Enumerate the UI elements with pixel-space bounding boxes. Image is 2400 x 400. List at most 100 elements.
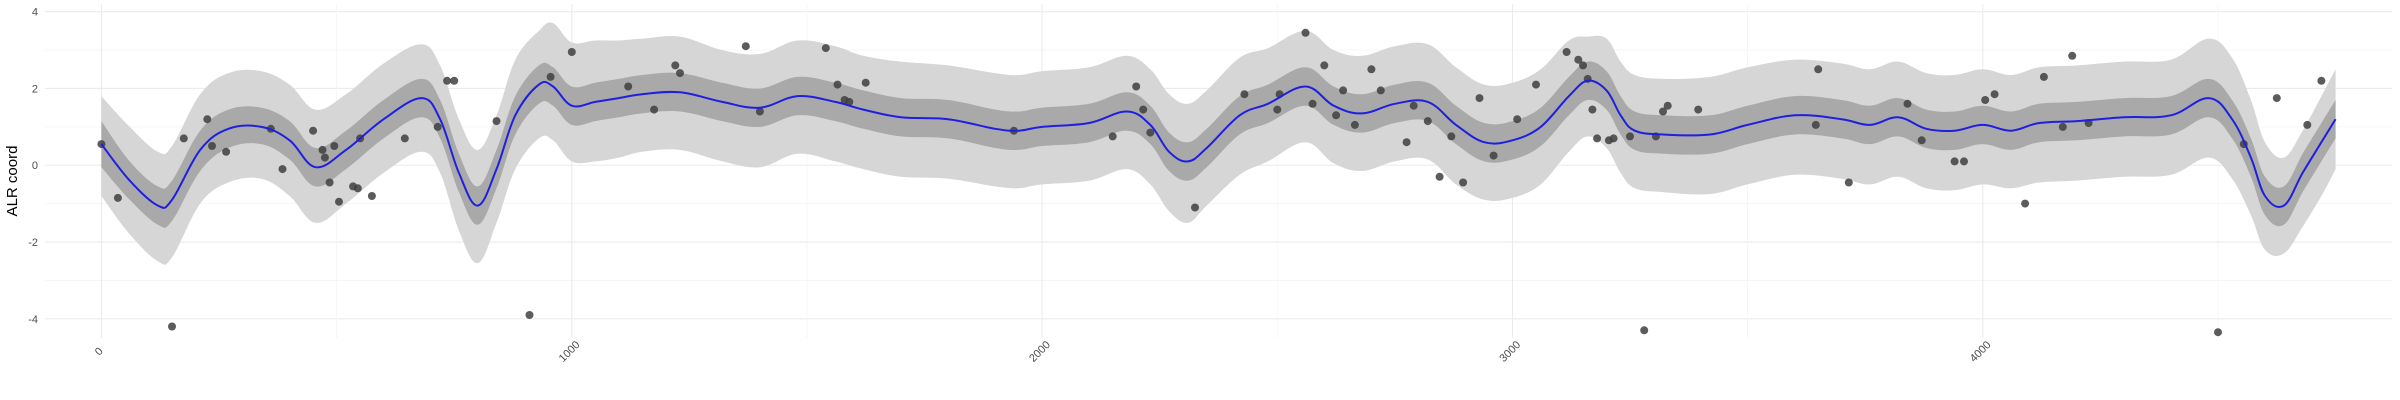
data-point	[450, 76, 459, 85]
data-point	[1139, 105, 1148, 114]
data-point	[1981, 96, 1990, 104]
data-point	[168, 322, 176, 331]
observation-points	[97, 28, 2326, 337]
data-point	[353, 184, 362, 193]
data-point	[2214, 328, 2222, 337]
data-point	[1513, 115, 1522, 124]
data-point	[2021, 199, 2030, 208]
data-point	[2303, 120, 2312, 129]
data-point	[525, 311, 534, 319]
data-point	[1917, 136, 1926, 145]
x-tick-label: 3000	[1497, 339, 1523, 365]
data-point	[1350, 120, 1359, 129]
data-point	[325, 178, 334, 187]
data-point	[1475, 94, 1484, 103]
x-tick-label: 0	[93, 345, 106, 358]
data-point	[1273, 105, 1282, 114]
data-point	[546, 72, 555, 81]
data-point	[113, 193, 122, 202]
data-point	[1489, 151, 1498, 160]
data-point	[1626, 132, 1634, 141]
data-point	[1402, 138, 1411, 147]
data-point	[821, 44, 830, 53]
data-point	[208, 142, 216, 150]
data-point	[1811, 120, 1820, 129]
data-point	[320, 153, 329, 162]
data-point	[2058, 122, 2067, 131]
data-point	[2317, 76, 2326, 85]
data-point	[1694, 105, 1703, 114]
data-point	[1108, 132, 1117, 141]
data-point	[443, 76, 452, 85]
data-point	[1240, 90, 1249, 99]
x-tick-label: 4000	[1968, 339, 1994, 365]
data-point	[1609, 134, 1618, 143]
data-point	[861, 78, 870, 87]
data-point	[1574, 55, 1583, 64]
data-point	[1308, 99, 1317, 108]
data-point	[309, 126, 318, 135]
data-point	[845, 97, 854, 106]
data-point	[1532, 80, 1540, 89]
data-point	[676, 69, 684, 78]
data-point	[278, 165, 287, 174]
data-point	[1663, 101, 1672, 110]
data-point	[1588, 105, 1597, 114]
inner-uncertainty-band	[101, 61, 2336, 228]
data-point	[1659, 107, 1667, 116]
data-point	[492, 117, 501, 126]
data-point	[335, 197, 343, 206]
data-point	[1339, 86, 1348, 95]
data-point	[318, 145, 327, 154]
data-point	[1579, 61, 1587, 70]
data-point	[833, 80, 842, 89]
data-point	[1146, 128, 1155, 137]
data-point	[567, 48, 576, 56]
x-tick-label: 2000	[1027, 339, 1053, 365]
data-point	[179, 134, 188, 143]
data-point	[1593, 134, 1602, 143]
y-tick-label: 4	[32, 7, 38, 19]
data-point	[1903, 99, 1912, 108]
data-point	[222, 147, 231, 156]
data-point	[433, 122, 442, 131]
y-tick-label: -2	[28, 237, 38, 249]
data-point	[624, 82, 633, 91]
data-point	[1640, 326, 1649, 335]
data-point	[755, 107, 764, 116]
data-point	[1367, 65, 1376, 74]
y-tick-label: -4	[28, 314, 38, 326]
data-point	[1562, 48, 1571, 56]
x-tick-label: 1000	[557, 339, 583, 365]
y-axis-title: ALR coord	[4, 146, 21, 217]
plot-panel	[45, 4, 2392, 338]
data-point	[1950, 157, 1959, 166]
data-point	[203, 115, 212, 124]
data-point	[400, 134, 409, 143]
data-point	[2068, 51, 2077, 60]
data-point	[1990, 90, 1999, 99]
data-point	[1960, 157, 1968, 166]
data-point	[1814, 65, 1823, 74]
data-point	[1191, 203, 1199, 212]
data-point	[2272, 94, 2281, 103]
data-point	[741, 42, 750, 51]
y-axis-ticks: -4 -2 0 2 4	[28, 7, 38, 326]
data-point	[671, 61, 680, 70]
data-point	[1447, 132, 1456, 141]
data-point	[330, 142, 339, 150]
mean-curve	[100, 79, 2337, 209]
data-point	[1459, 178, 1468, 187]
data-point	[1435, 172, 1444, 181]
data-point	[2039, 72, 2048, 81]
data-point	[650, 105, 659, 114]
data-point	[1320, 61, 1329, 70]
data-point	[1423, 117, 1432, 126]
data-point	[1409, 101, 1418, 110]
y-tick-label: 2	[32, 83, 38, 95]
data-point	[1301, 28, 1310, 37]
data-point	[1376, 86, 1385, 95]
data-point	[1844, 178, 1853, 187]
y-tick-label: 0	[32, 160, 38, 172]
